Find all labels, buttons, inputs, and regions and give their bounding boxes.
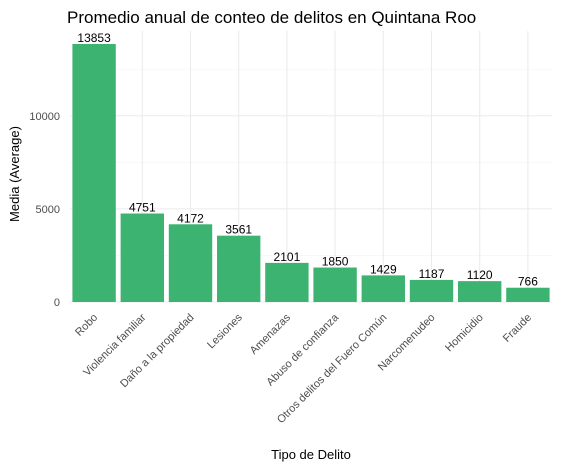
y-tick-label: 10000	[29, 111, 60, 123]
bar	[313, 267, 357, 302]
x-tick-label: Homicidio	[443, 312, 486, 355]
bars	[72, 43, 550, 302]
bar	[506, 287, 550, 302]
data-label: 1187	[419, 267, 445, 281]
data-label: 2101	[274, 250, 301, 264]
y-axis-ticks: 0 5000 10000	[29, 111, 60, 309]
bar	[168, 224, 213, 302]
x-tick-label: Fraude	[501, 312, 534, 345]
chart-title: Promedio anual de conteo de delitos en Q…	[67, 8, 476, 27]
data-label: 4172	[177, 211, 204, 225]
data-labels: 13853 4751 4172 3561 2101 1850 1429 1187 1120 766	[77, 31, 538, 289]
data-label: 13853	[77, 31, 111, 45]
grid	[70, 31, 552, 303]
x-tick-label: Amenazas	[248, 311, 294, 357]
data-label: 1850	[322, 255, 349, 269]
y-axis-title: Media (Average)	[7, 126, 22, 222]
data-label: 3561	[225, 223, 252, 237]
x-axis-title: Tipo de Delito	[271, 447, 351, 462]
data-label: 4751	[129, 201, 156, 215]
bar	[72, 43, 116, 302]
y-tick-label: 5000	[36, 204, 60, 216]
data-label: 1429	[370, 262, 397, 276]
data-label: 766	[518, 275, 538, 289]
bar	[217, 235, 261, 302]
y-tick-label: 0	[54, 297, 60, 309]
bar	[120, 213, 164, 302]
bar	[409, 279, 454, 302]
bar	[265, 262, 309, 302]
bar	[458, 281, 502, 302]
data-label: 1120	[467, 268, 493, 282]
x-tick-label: Lesiones	[205, 311, 245, 351]
bar	[361, 275, 405, 302]
x-tick-label: Robo	[73, 312, 100, 339]
